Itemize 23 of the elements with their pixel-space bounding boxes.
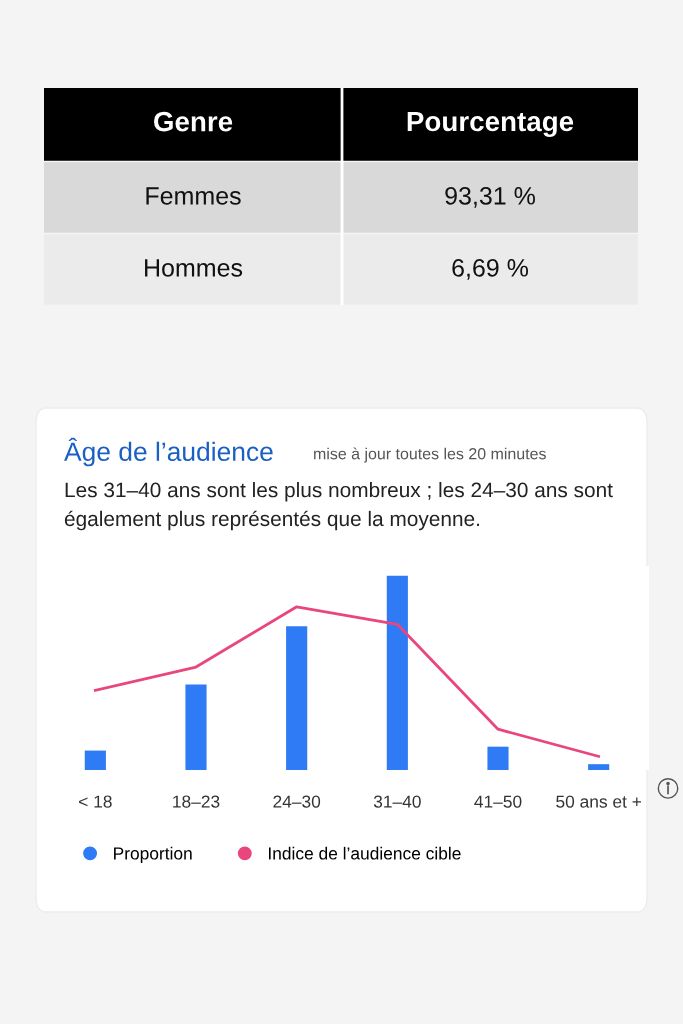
text: Genre	[154, 111, 233, 132]
x-tick-label: 41–50	[474, 795, 522, 808]
x-tick-label: 18–23	[173, 795, 220, 808]
x-tick-label: 31–40	[373, 795, 421, 808]
chart-subtitle: mise à jour toutes les 20 minutes	[314, 447, 546, 463]
bar	[487, 746, 509, 770]
x-tick-label: < 18	[79, 795, 112, 808]
text: 93,31 %	[445, 187, 535, 208]
x-tick-label: 50 ans et +	[556, 795, 642, 808]
x-tick-label: 24–30	[273, 795, 321, 808]
legend-label: Indice de l’audience cible	[268, 846, 461, 860]
category-label: Hommes	[145, 259, 243, 277]
bar	[588, 764, 610, 770]
chart-title: Âge de l’audience	[64, 437, 273, 467]
bar	[286, 626, 308, 770]
text: 6,69 %	[452, 259, 529, 280]
category-label: Femmes	[146, 187, 241, 205]
text: Les 31–40 ans sont les plus nombreux ; les 24–30 ans sont également plus représentés que la moyenne.	[64, 482, 613, 531]
bar	[185, 684, 207, 770]
text: Pourcentage	[407, 111, 574, 137]
bar	[84, 750, 106, 770]
legend-label: Proportion	[114, 846, 192, 864]
bar	[386, 575, 408, 770]
